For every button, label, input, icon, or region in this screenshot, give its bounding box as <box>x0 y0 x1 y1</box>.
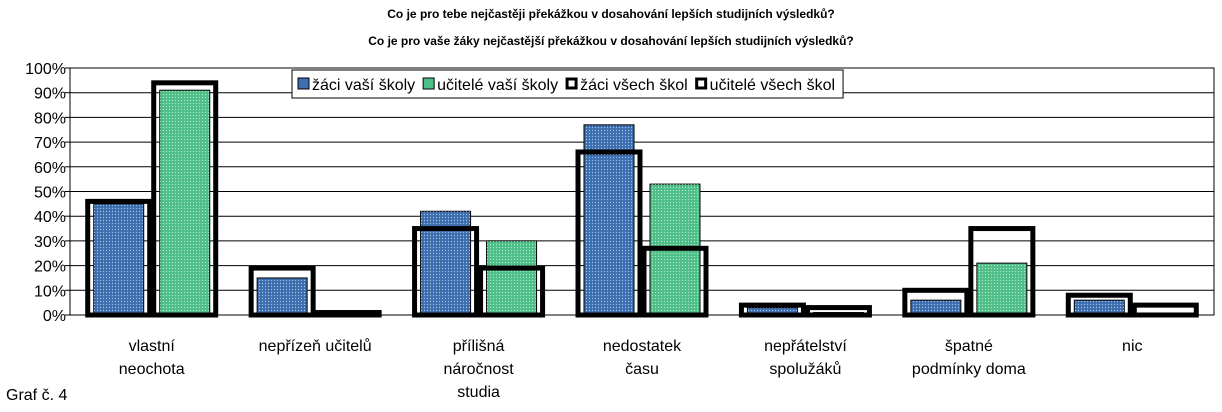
x-tick-label: přílišná náročnost studia <box>443 338 514 401</box>
bar-outline <box>151 80 219 318</box>
caption: Graf č. 4 <box>6 387 67 404</box>
bar-outline <box>314 310 382 318</box>
bar-outline <box>902 287 970 318</box>
bar-texture <box>976 263 1027 315</box>
y-tick-label: 30% <box>34 234 66 251</box>
bar-texture <box>486 240 537 315</box>
legend-label: žáci všech škol <box>580 77 688 94</box>
bar-outline <box>968 226 1036 318</box>
x-tick-label: nic <box>1122 338 1142 355</box>
legend-swatch <box>695 77 708 90</box>
chart-subtitle: Co je pro vaše žáky nejčastější překážko… <box>368 34 854 48</box>
x-tick-label: nepřízeň učitelů <box>259 337 372 355</box>
x-tick-label: špatné podmínky doma <box>912 338 1026 378</box>
bar-outline <box>1131 302 1199 318</box>
y-tick-label: 90% <box>34 86 66 103</box>
bar-group <box>583 124 635 316</box>
bar-outline <box>575 149 643 318</box>
bar-outline <box>804 305 872 318</box>
bar-texture <box>584 124 634 315</box>
bar-group <box>486 240 538 316</box>
legend: žáci vaší školy učitelé vaší školy žáci vš… <box>291 69 844 99</box>
bar-texture <box>93 203 144 315</box>
x-tick-label: vlastní neochota <box>119 338 185 378</box>
bar-texture <box>747 307 798 315</box>
legend-swatch <box>422 77 435 90</box>
bar-texture <box>257 277 308 315</box>
bar-texture <box>1074 300 1125 315</box>
legend-label: žáci vaší školy <box>312 77 415 94</box>
bar-texture <box>159 90 210 315</box>
bar-outline <box>248 265 316 318</box>
bar-outline <box>738 302 806 318</box>
y-tick-label: 80% <box>34 110 66 127</box>
bar-texture <box>910 300 961 315</box>
bar-group <box>976 262 1028 316</box>
bar-group <box>159 89 211 316</box>
bar-group <box>910 299 962 316</box>
y-tick-label: 20% <box>34 259 66 276</box>
y-tick-label: 40% <box>34 209 66 226</box>
y-tick-label: 60% <box>34 160 66 177</box>
y-tick-label: 100% <box>25 61 66 78</box>
bar-outline <box>85 198 153 318</box>
y-tick-label: 50% <box>34 185 66 202</box>
chart-title: Co je pro tebe nejčastěji překážkou v do… <box>387 7 834 21</box>
legend-label: učitelé všech škol <box>710 77 835 94</box>
legend-swatch <box>565 77 578 90</box>
x-tick-label: nedostatek času <box>603 338 682 378</box>
y-tick-label: 70% <box>34 135 66 152</box>
bar-outline <box>641 245 709 318</box>
bar-outline <box>1065 292 1133 318</box>
bar-group <box>256 277 308 316</box>
bar-outline <box>478 265 546 318</box>
y-tick-label: 10% <box>34 283 66 300</box>
bar-outline <box>412 226 480 318</box>
y-tick-label: 0% <box>43 308 66 325</box>
bar-group <box>1073 299 1125 316</box>
legend-label: učitelé vaší školy <box>437 77 558 94</box>
bar-group <box>93 203 145 316</box>
legend-swatch <box>297 77 310 90</box>
x-tick-label: nepřátelství spolužáků <box>764 338 847 378</box>
